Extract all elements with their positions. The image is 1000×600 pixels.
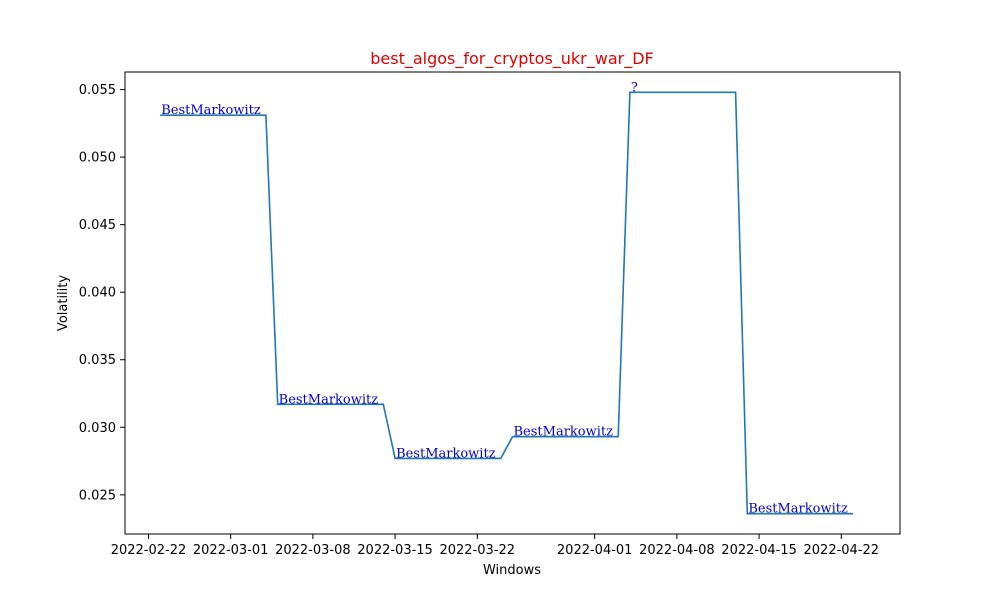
x-tick-label: 2022-04-22 [804, 543, 880, 558]
annotation-label: ? [631, 80, 638, 95]
annotation-label: BestMarkowitz [161, 103, 261, 118]
series-line [160, 91, 853, 515]
x-tick-label: 2022-03-08 [275, 543, 351, 558]
y-tick-label: 0.040 [79, 286, 116, 301]
y-tick-label: 0.025 [79, 488, 116, 503]
x-axis-label: Windows [483, 563, 541, 578]
plot-frame [124, 71, 901, 535]
annotation-label: BestMarkowitz [748, 502, 848, 517]
y-tick-label: 0.035 [79, 353, 116, 368]
x-tick-label: 2022-02-22 [111, 543, 187, 558]
x-tick-label: 2022-03-15 [357, 543, 433, 558]
x-tick-label: 2022-03-01 [193, 543, 269, 558]
y-tick-label: 0.045 [79, 218, 116, 233]
annotations: BestMarkowitz BestMarkowitz BestMarkowitz B… [161, 80, 848, 516]
y-axis-label: Volatility [56, 275, 71, 331]
plot-area [160, 91, 853, 515]
chart-title: best_algos_for_cryptos_ukr_war_DF [370, 49, 654, 69]
y-axis: 0.025 0.030 0.035 0.040 0.045 0.050 0.055 [79, 83, 125, 503]
x-tick-label: 2022-03-22 [439, 543, 515, 558]
y-tick-label: 0.055 [79, 83, 116, 98]
annotation-label: BestMarkowitz [279, 392, 379, 407]
annotation-label: BestMarkowitz [396, 446, 496, 461]
x-tick-label: 2022-04-15 [721, 543, 797, 558]
x-tick-label: 2022-04-01 [557, 543, 633, 558]
y-tick-label: 0.050 [79, 151, 116, 166]
y-tick-label: 0.030 [79, 421, 116, 436]
annotation-label: BestMarkowitz [514, 425, 614, 440]
x-tick-label: 2022-04-08 [639, 543, 715, 558]
x-axis: 2022-02-22 2022-03-01 2022-03-08 2022-03-15… [111, 534, 879, 558]
